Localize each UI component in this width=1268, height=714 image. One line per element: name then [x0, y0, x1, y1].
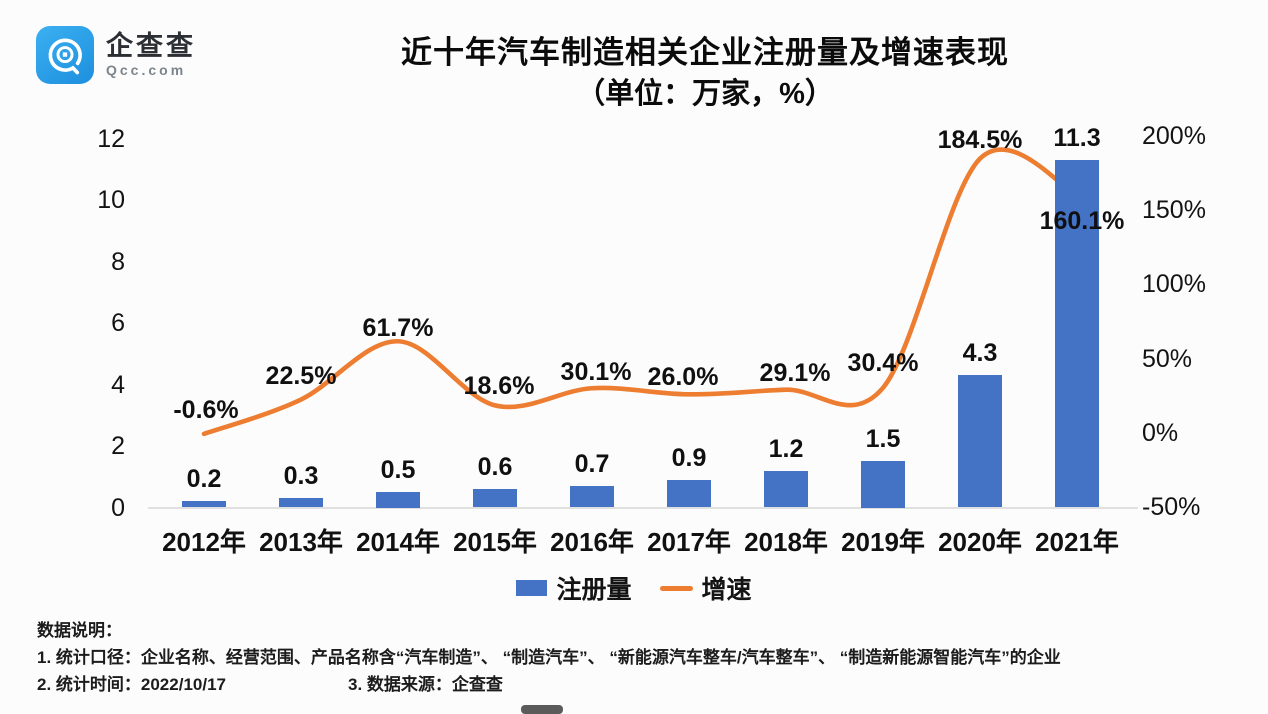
footer-heading: 数据说明： — [37, 621, 122, 640]
logo-domain: Qcc.com — [106, 62, 187, 78]
line-value-label: 61.7% — [362, 314, 434, 343]
footer-notes: 数据说明： 1. 统计口径：企业名称、经营范围、产品名称含“汽车制造”、 “制造… — [37, 618, 1252, 699]
logo-name: 企查查 — [106, 31, 196, 61]
bar — [570, 485, 614, 508]
left-axis-tick: 6 — [111, 309, 125, 337]
x-axis-label: 2013年 — [259, 527, 343, 557]
bar — [958, 375, 1002, 508]
legend-item-bars: 注册量 — [516, 570, 632, 606]
line-value-label: 26.0% — [647, 363, 719, 392]
line-value-label: 184.5% — [937, 125, 1023, 154]
x-axis-label: 2015年 — [453, 527, 537, 557]
line-value-label: -0.6% — [173, 395, 239, 424]
bar — [1055, 160, 1099, 508]
bar-value-label: 0.3 — [283, 462, 319, 491]
bar — [667, 479, 711, 508]
line-value-label: 29.1% — [759, 358, 831, 387]
bottom-bar-artifact — [521, 705, 563, 714]
chart-title-line1: 近十年汽车制造相关企业注册量及增速表现 — [401, 35, 1009, 70]
left-axis-tick: 2 — [111, 432, 125, 460]
x-axis-label: 2012年 — [162, 527, 246, 557]
left-axis-tick: 10 — [97, 186, 125, 214]
x-axis-label: 2017年 — [647, 527, 731, 557]
bar — [279, 498, 323, 508]
bar — [182, 501, 226, 508]
bar-value-label: 0.6 — [477, 453, 513, 482]
bar-value-label: 4.3 — [962, 339, 998, 368]
footer-note-1: 1. 统计口径：企业名称、经营范围、产品名称含“汽车制造”、 “制造汽车”、 “… — [37, 648, 1061, 667]
x-axis-label: 2018年 — [744, 527, 828, 557]
right-axis-tick: -50% — [1142, 493, 1201, 522]
chart-legend: 注册量 增速 — [0, 570, 1268, 606]
right-axis-tick: 100% — [1142, 270, 1206, 299]
legend-line-swatch — [659, 585, 693, 591]
bar-value-label: 0.7 — [574, 449, 610, 478]
footer-note-2: 2. 统计时间：2022/10/17 — [37, 675, 226, 694]
legend-item-line: 增速 — [659, 570, 752, 606]
legend-label: 注册量 — [556, 576, 632, 604]
chart-title-line2: （单位：万家，%） — [576, 78, 834, 110]
left-axis-tick: 4 — [111, 370, 125, 399]
right-axis-tick: 150% — [1142, 195, 1206, 224]
footer-note-3: 3. 数据来源：企查查 — [347, 675, 503, 694]
chart-title: 近十年汽车制造相关企业注册量及增速表现 （单位：万家，%） — [340, 32, 1070, 114]
legend-label: 增速 — [701, 576, 752, 604]
x-axis-label: 2016年 — [550, 527, 634, 557]
bar-value-label: 0.2 — [186, 465, 222, 494]
right-axis-tick: 200% — [1142, 121, 1206, 150]
bar-value-label: 1.5 — [865, 425, 901, 454]
left-axis-tick: 8 — [111, 247, 125, 276]
bar — [861, 461, 905, 508]
x-axis-label: 2019年 — [841, 527, 925, 557]
left-axis-tick: 0 — [111, 493, 125, 522]
bar-value-label: 0.9 — [671, 443, 707, 472]
right-axis-tick: 0% — [1142, 419, 1179, 447]
qcc-logo-icon — [36, 26, 94, 84]
bar-value-label: 0.5 — [380, 456, 416, 485]
bar-value-label: 1.2 — [768, 434, 804, 463]
x-axis-label: 2014年 — [356, 527, 440, 557]
line-value-label: 160.1% — [1039, 206, 1125, 235]
x-axis-line — [148, 507, 1138, 509]
line-value-label: 22.5% — [265, 361, 337, 390]
x-axis-label: 2021年 — [1035, 527, 1119, 557]
spiral-q-glyph — [48, 38, 82, 75]
left-axis-tick: 12 — [97, 124, 125, 153]
legend-bar-swatch — [516, 580, 548, 596]
bar — [764, 470, 808, 508]
line-value-label: 18.6% — [463, 372, 535, 401]
right-axis-tick: 50% — [1142, 344, 1193, 373]
line-value-label: 30.4% — [847, 348, 919, 377]
x-axis-label: 2020年 — [938, 527, 1022, 557]
bar — [473, 489, 517, 508]
line-value-label: 30.1% — [560, 358, 632, 387]
bar-value-label: 11.3 — [1053, 124, 1101, 153]
bar — [376, 492, 420, 508]
qcc-logo: 企查查 Qcc.com — [36, 26, 196, 84]
